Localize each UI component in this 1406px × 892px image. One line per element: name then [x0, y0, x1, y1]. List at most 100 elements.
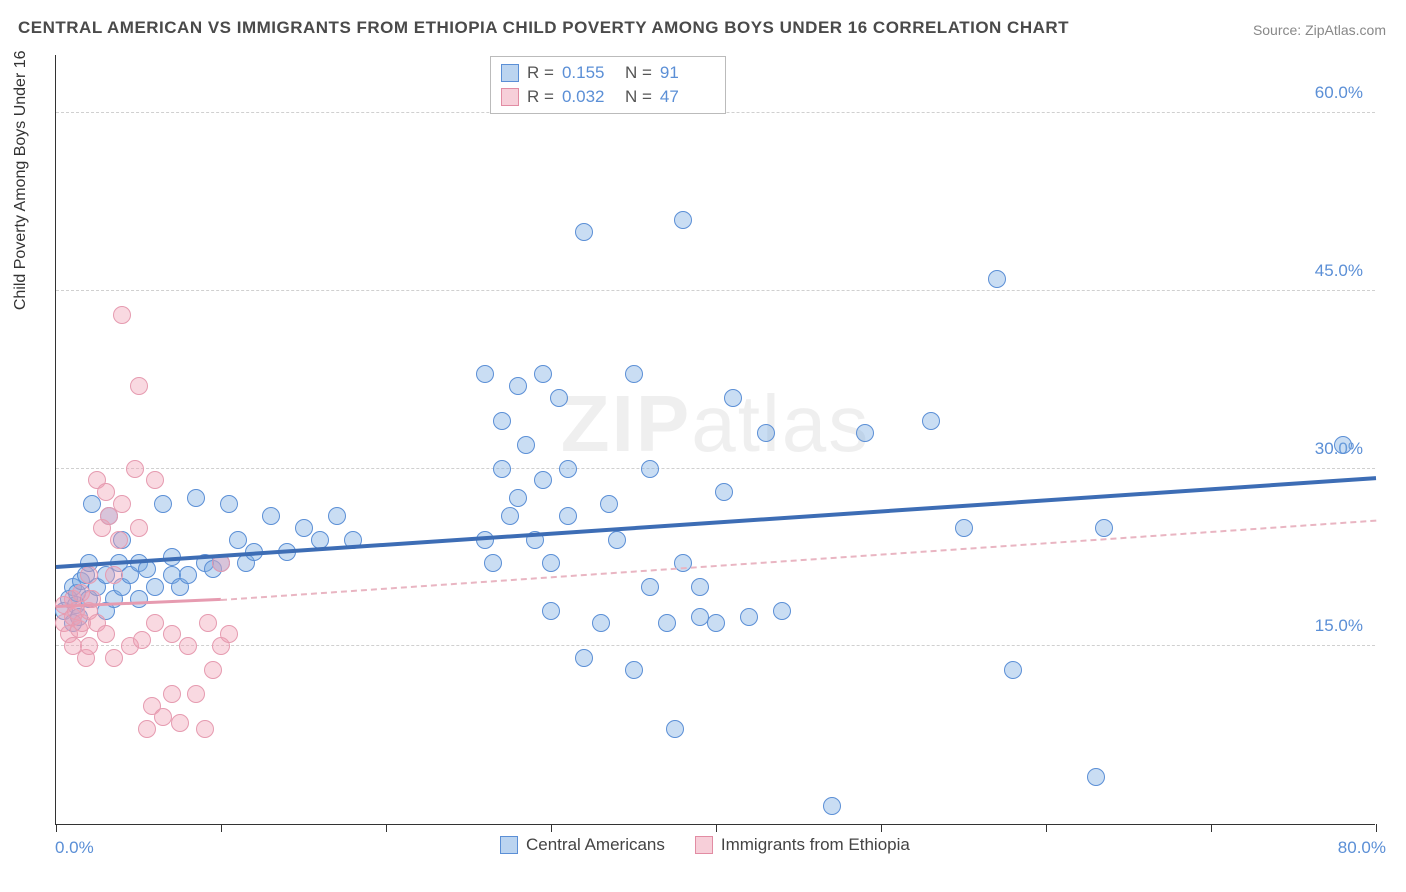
x-tick — [1046, 824, 1047, 832]
data-point — [501, 507, 519, 525]
data-point — [740, 608, 758, 626]
data-point — [187, 489, 205, 507]
data-point — [715, 483, 733, 501]
data-point — [262, 507, 280, 525]
data-point — [130, 377, 148, 395]
data-point — [600, 495, 618, 513]
bottom-legend: Central Americans Immigrants from Ethiopi… — [500, 835, 910, 855]
stats-row: R =0.155N =91 — [501, 61, 715, 85]
data-point — [105, 566, 123, 584]
data-point — [105, 649, 123, 667]
data-point — [724, 389, 742, 407]
data-point — [542, 554, 560, 572]
data-point — [509, 489, 527, 507]
data-point — [823, 797, 841, 815]
legend-swatch — [695, 836, 713, 854]
x-tick — [56, 824, 57, 832]
data-point — [130, 519, 148, 537]
stat-n-value: 47 — [660, 87, 715, 107]
data-point — [220, 495, 238, 513]
data-point — [113, 306, 131, 324]
legend-swatch — [501, 88, 519, 106]
x-tick — [386, 824, 387, 832]
data-point — [476, 365, 494, 383]
legend-label: Central Americans — [526, 835, 665, 855]
data-point — [196, 720, 214, 738]
data-point — [641, 460, 659, 478]
x-axis-start-label: 0.0% — [55, 838, 94, 858]
data-point — [856, 424, 874, 442]
data-point — [80, 637, 98, 655]
data-point — [575, 223, 593, 241]
data-point — [922, 412, 940, 430]
data-point — [658, 614, 676, 632]
data-point — [707, 614, 725, 632]
data-point — [534, 365, 552, 383]
data-point — [1095, 519, 1113, 537]
legend-label: Immigrants from Ethiopia — [721, 835, 910, 855]
data-point — [295, 519, 313, 537]
data-point — [138, 720, 156, 738]
legend-swatch — [500, 836, 518, 854]
data-point — [154, 495, 172, 513]
data-point — [674, 211, 692, 229]
data-point — [146, 578, 164, 596]
data-point — [691, 578, 709, 596]
data-point — [493, 460, 511, 478]
data-point — [1004, 661, 1022, 679]
y-tick-label: 45.0% — [1315, 261, 1363, 281]
data-point — [229, 531, 247, 549]
data-point — [493, 412, 511, 430]
data-point — [542, 602, 560, 620]
legend-item: Immigrants from Ethiopia — [695, 835, 910, 855]
legend-item: Central Americans — [500, 835, 665, 855]
x-tick — [221, 824, 222, 832]
data-point — [179, 637, 197, 655]
data-point — [154, 708, 172, 726]
data-point — [130, 590, 148, 608]
data-point — [328, 507, 346, 525]
stats-row: R = 0.032 N = 47 — [501, 85, 715, 109]
scatter-chart: ZIPatlas 15.0%30.0%45.0%60.0% — [55, 55, 1375, 825]
stats-legend-box: R =0.155N =91R = 0.032 N = 47 — [490, 56, 726, 114]
data-point — [187, 685, 205, 703]
x-tick — [551, 824, 552, 832]
data-point — [691, 608, 709, 626]
data-point — [163, 625, 181, 643]
data-point — [163, 685, 181, 703]
data-point — [97, 625, 115, 643]
stat-n-label: N = — [625, 87, 652, 107]
data-point — [625, 365, 643, 383]
data-point — [199, 614, 217, 632]
data-point — [625, 661, 643, 679]
data-point — [146, 471, 164, 489]
data-point — [988, 270, 1006, 288]
data-point — [1334, 436, 1352, 454]
data-point — [484, 554, 502, 572]
y-tick-label: 60.0% — [1315, 83, 1363, 103]
data-point — [113, 495, 131, 513]
data-point — [1087, 768, 1105, 786]
watermark: ZIPatlas — [561, 378, 870, 470]
x-axis-end-label: 80.0% — [1338, 838, 1386, 858]
data-point — [575, 649, 593, 667]
y-axis-title: Child Poverty Among Boys Under 16 — [12, 50, 30, 310]
data-point — [550, 389, 568, 407]
data-point — [220, 625, 238, 643]
data-point — [126, 460, 144, 478]
data-point — [608, 531, 626, 549]
data-point — [517, 436, 535, 454]
gridline — [56, 645, 1375, 646]
x-tick — [881, 824, 882, 832]
data-point — [559, 507, 577, 525]
x-tick — [1376, 824, 1377, 832]
x-tick — [716, 824, 717, 832]
data-point — [592, 614, 610, 632]
data-point — [146, 614, 164, 632]
data-point — [133, 631, 151, 649]
data-point — [666, 720, 684, 738]
data-point — [509, 377, 527, 395]
stat-r-label: R = — [527, 87, 554, 107]
stat-r-value: 0.032 — [562, 87, 617, 107]
data-point — [204, 661, 222, 679]
